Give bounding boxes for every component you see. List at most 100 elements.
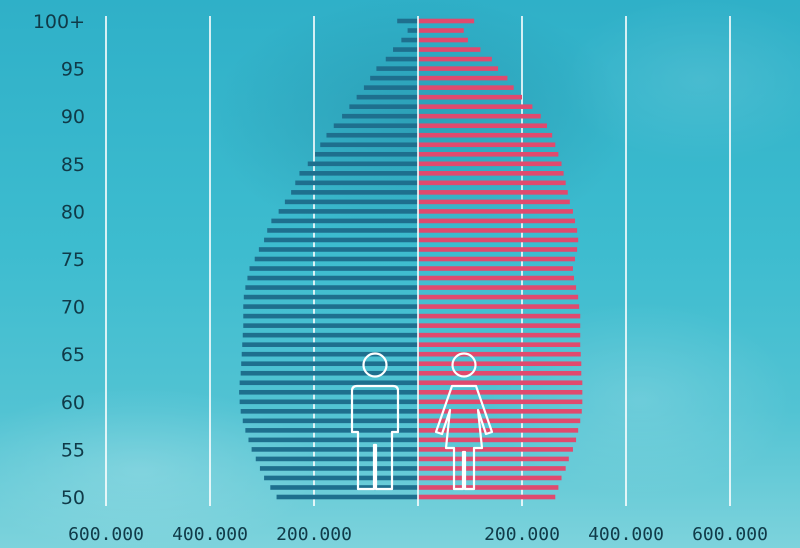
y-tick-label: 50 bbox=[61, 487, 85, 509]
bar-left bbox=[333, 123, 418, 129]
bar-right bbox=[418, 494, 556, 500]
bar-right bbox=[418, 85, 514, 90]
bar-right bbox=[418, 199, 570, 205]
bar-right bbox=[418, 37, 468, 43]
bar-right bbox=[418, 351, 581, 357]
bar-left bbox=[239, 399, 418, 405]
bar-left bbox=[320, 142, 418, 148]
bar-right bbox=[418, 56, 492, 62]
bar-right bbox=[418, 75, 508, 81]
bar-left bbox=[276, 494, 418, 500]
bar-left bbox=[241, 351, 418, 357]
bar-left bbox=[326, 132, 418, 138]
bar-right bbox=[418, 66, 499, 71]
bar-right bbox=[418, 466, 566, 471]
bar-left bbox=[255, 456, 418, 462]
bar-right bbox=[418, 380, 583, 386]
bar-left bbox=[245, 428, 418, 433]
bar-left bbox=[243, 323, 418, 328]
bar-left bbox=[307, 161, 418, 167]
x-tick-label: 600.000 bbox=[692, 524, 768, 545]
bar-left bbox=[240, 409, 418, 414]
bar-right bbox=[418, 485, 559, 490]
y-tick-label: 60 bbox=[61, 392, 85, 414]
bar-right bbox=[418, 228, 578, 233]
bar-right bbox=[418, 361, 582, 367]
bar-left bbox=[254, 256, 418, 262]
bar-left bbox=[278, 209, 418, 214]
bar-right bbox=[418, 323, 581, 328]
bar-right bbox=[418, 313, 581, 319]
bar-left bbox=[370, 75, 418, 81]
bar-right bbox=[418, 142, 556, 148]
bar-left bbox=[258, 247, 418, 252]
x-tick-label: 400.000 bbox=[172, 524, 248, 545]
bar-right bbox=[418, 113, 541, 119]
bar-left bbox=[249, 266, 418, 271]
bar-right bbox=[418, 409, 582, 414]
left-bars bbox=[239, 18, 418, 500]
bar-left bbox=[264, 475, 418, 481]
bar-right bbox=[418, 294, 579, 300]
bar-left bbox=[243, 294, 418, 300]
bar-right bbox=[418, 18, 475, 24]
bar-left bbox=[270, 485, 418, 490]
bar-left bbox=[239, 389, 418, 395]
bar-left bbox=[393, 47, 418, 52]
bar-right bbox=[418, 104, 533, 109]
y-tick-label: 95 bbox=[61, 59, 85, 81]
x-tick-label: 200.000 bbox=[276, 524, 352, 545]
bar-left bbox=[240, 370, 418, 376]
bar-right bbox=[418, 266, 573, 271]
bar-left bbox=[242, 342, 418, 347]
bar-left bbox=[363, 85, 418, 90]
x-tick-label: 600.000 bbox=[68, 524, 144, 545]
bar-right bbox=[418, 428, 579, 433]
bar-right bbox=[418, 47, 481, 52]
y-tick-label: 85 bbox=[61, 154, 85, 176]
bar-right bbox=[418, 180, 566, 186]
bar-left bbox=[243, 313, 418, 319]
bar-left bbox=[349, 104, 418, 109]
x-tick-labels: 600.000 400.000 200.000 200.000 400.000 600.0… bbox=[68, 524, 768, 545]
bar-left bbox=[264, 237, 418, 243]
y-tick-label: 75 bbox=[61, 249, 85, 271]
y-tick-label: 70 bbox=[61, 297, 85, 319]
bar-right bbox=[418, 418, 581, 424]
bar-right bbox=[418, 161, 562, 167]
x-tick-label: 200.000 bbox=[484, 524, 560, 545]
bar-right bbox=[418, 132, 553, 138]
bar-right bbox=[418, 342, 581, 347]
bar-left bbox=[245, 285, 418, 290]
bar-left bbox=[385, 56, 418, 62]
bar-left bbox=[342, 113, 418, 119]
bar-right bbox=[418, 456, 569, 462]
bar-right bbox=[418, 171, 564, 176]
bar-left bbox=[291, 190, 418, 195]
bar-left bbox=[259, 466, 418, 471]
male-figure-icon bbox=[350, 352, 400, 491]
bar-right bbox=[418, 256, 576, 262]
y-tick-label: 100+ bbox=[33, 11, 85, 33]
bar-right bbox=[418, 275, 574, 281]
bar-right bbox=[418, 332, 581, 338]
bar-right bbox=[418, 399, 583, 405]
bar-right bbox=[418, 304, 580, 309]
y-tick-label: 55 bbox=[61, 439, 85, 461]
bar-left bbox=[271, 218, 418, 224]
bar-left bbox=[243, 304, 418, 309]
bar-left bbox=[407, 28, 418, 33]
x-tick-label: 400.000 bbox=[588, 524, 664, 545]
bar-right bbox=[418, 209, 573, 214]
female-figure-icon bbox=[434, 352, 494, 491]
bar-right bbox=[418, 285, 577, 290]
bar-left bbox=[397, 18, 418, 24]
y-tick-label: 80 bbox=[61, 201, 85, 223]
bar-left bbox=[284, 199, 418, 205]
bar-right bbox=[418, 123, 547, 129]
bar-right bbox=[418, 94, 522, 100]
bar-left bbox=[267, 228, 418, 233]
bar-left bbox=[299, 171, 418, 176]
right-bars bbox=[418, 18, 583, 500]
